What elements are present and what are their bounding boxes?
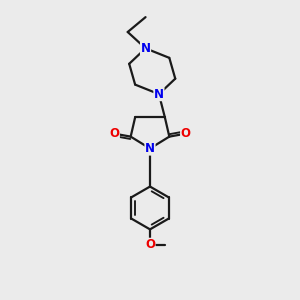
Text: N: N xyxy=(140,42,151,55)
Text: O: O xyxy=(145,238,155,251)
Text: O: O xyxy=(181,127,191,140)
Text: N: N xyxy=(154,88,164,100)
Text: N: N xyxy=(145,142,155,155)
Text: O: O xyxy=(109,127,119,140)
